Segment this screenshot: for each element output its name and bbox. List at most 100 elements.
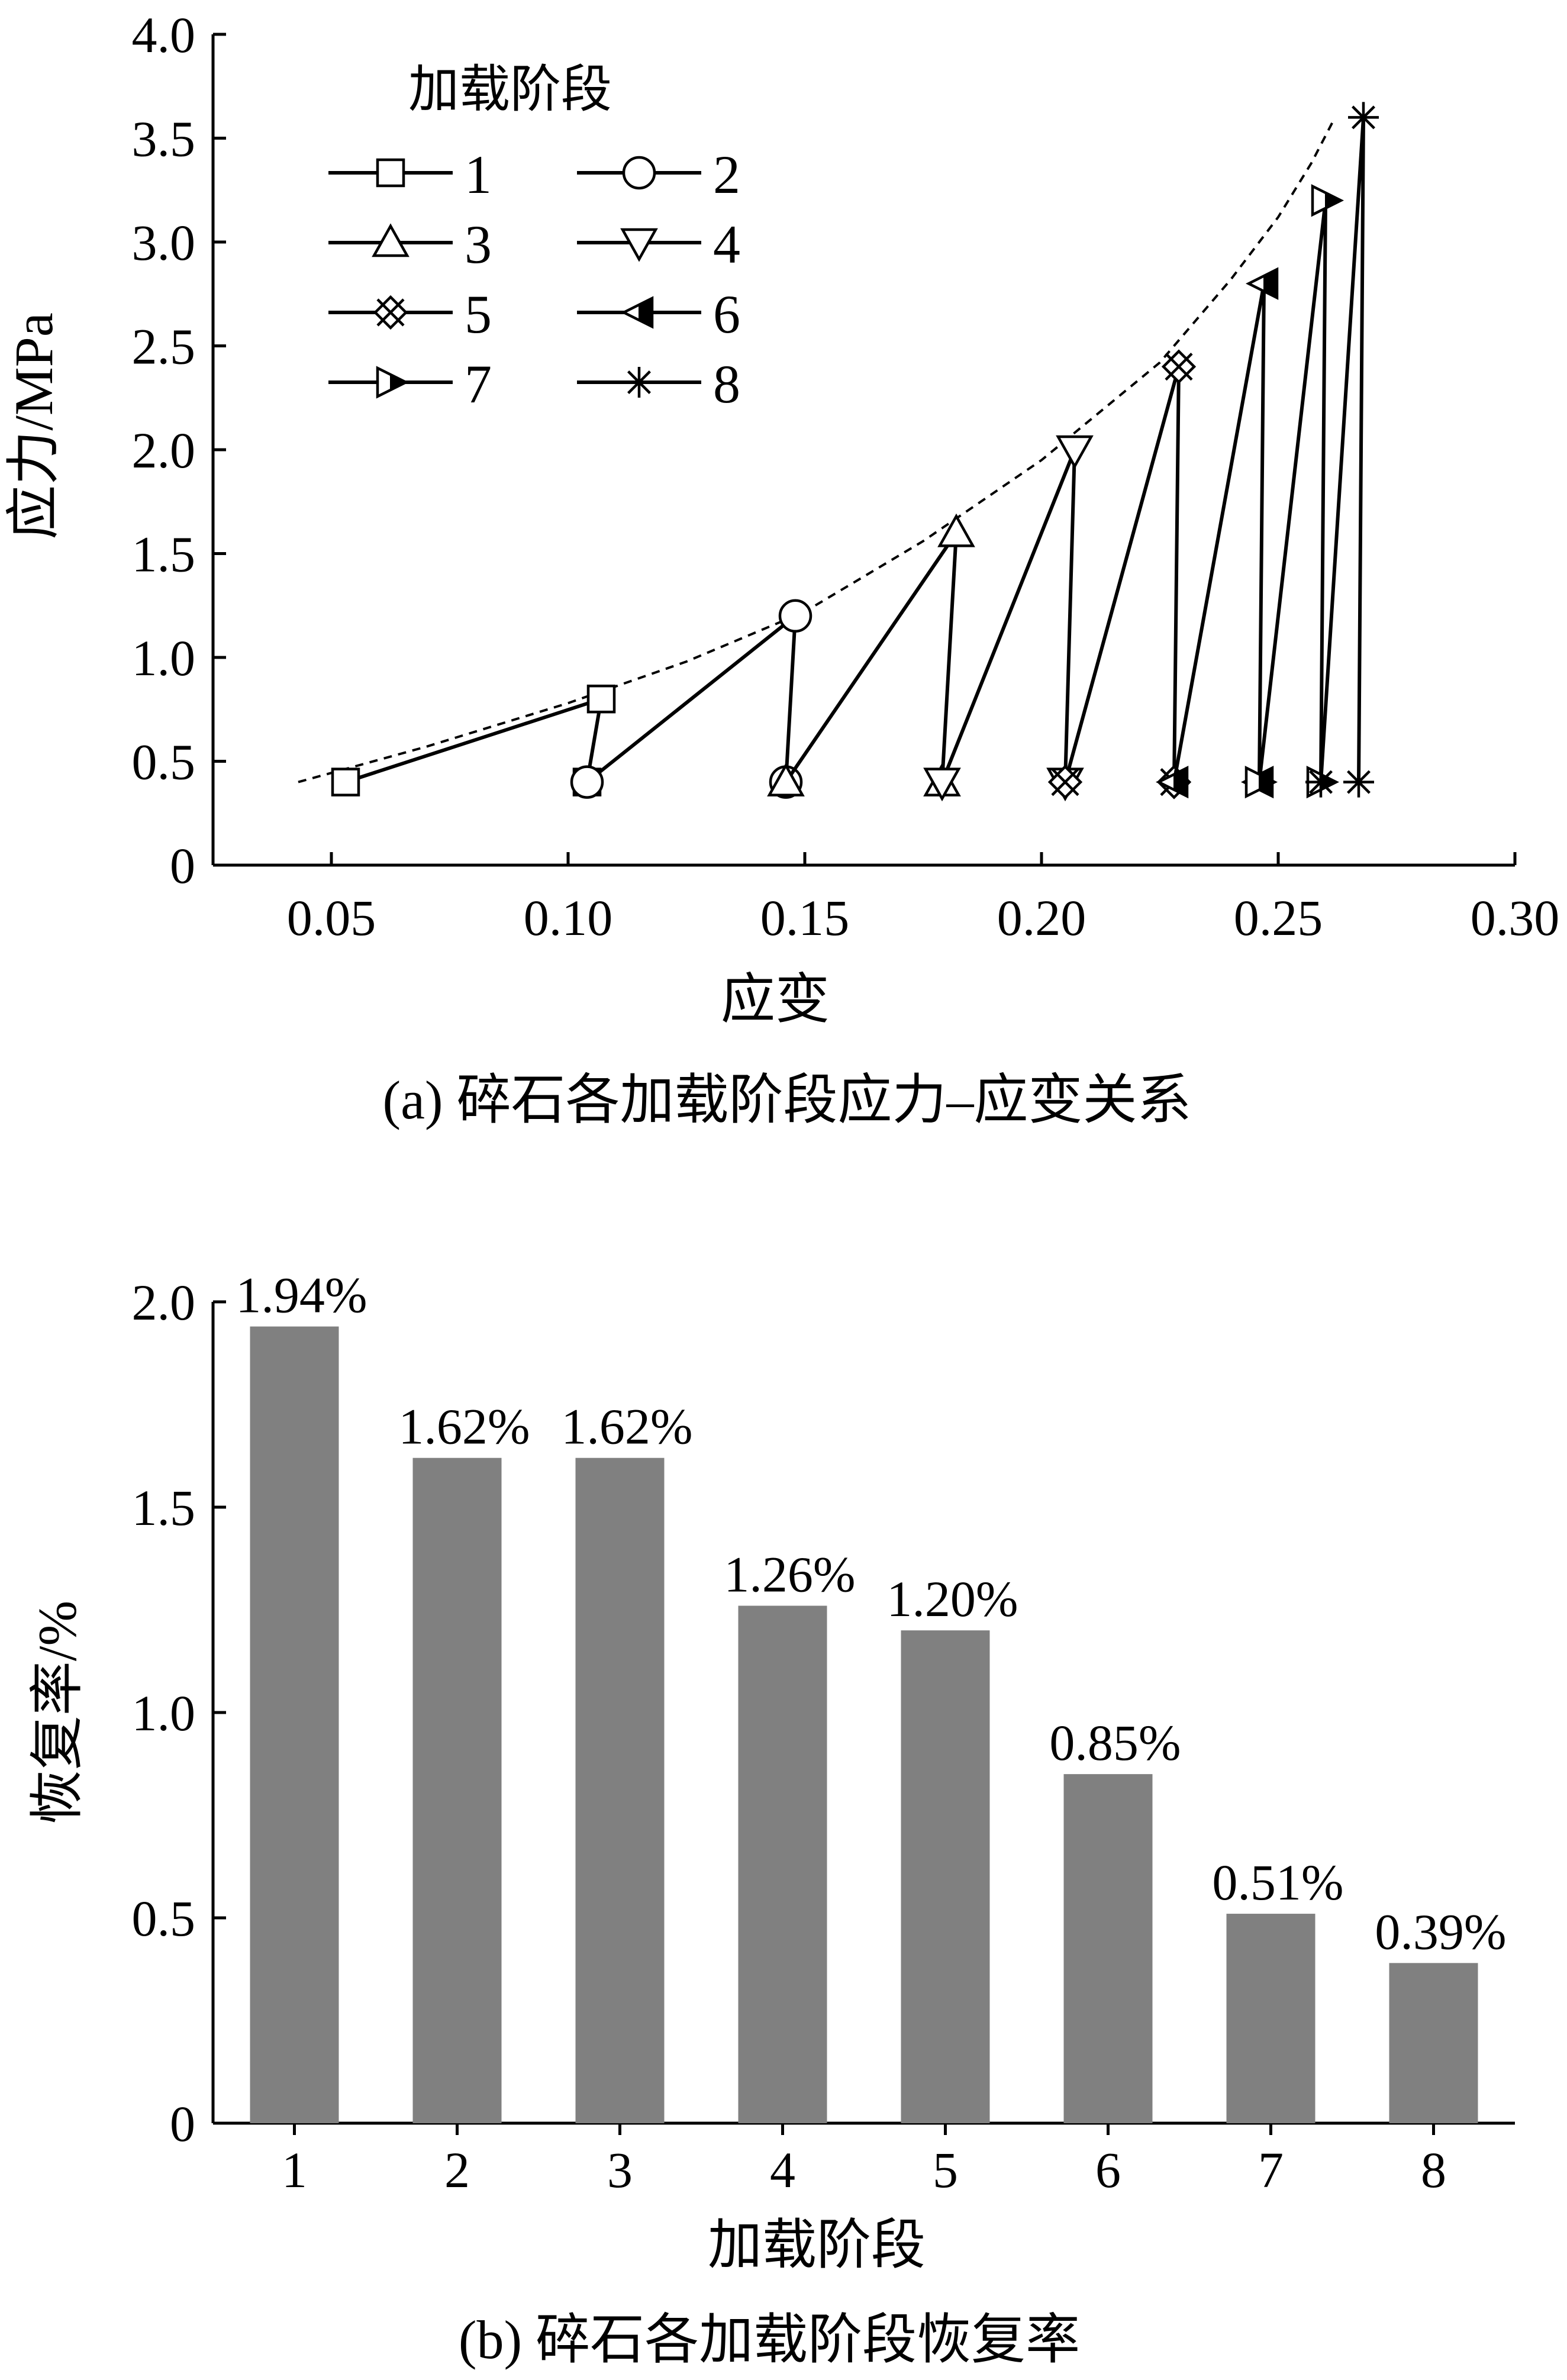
data-label: 1.94% [236, 1267, 367, 1324]
legend-marker [376, 158, 405, 188]
y-tick-label: 3.5 [132, 111, 196, 167]
series-line [1319, 117, 1365, 782]
y-tick-label: 1.5 [132, 526, 196, 583]
x-tick-label: 0.25 [1234, 889, 1323, 946]
legend-item-6: 6 [577, 284, 740, 344]
y-tick-label: 2.0 [132, 422, 196, 479]
panel-a-stress-strain: 0 0.5 1.0 1.5 2.0 2.5 3.0 3.5 4.0 0.05 0.10 0.15 0.2… [4, 7, 1559, 1130]
x-tick-label: 5 [933, 2142, 958, 2198]
data-point [586, 684, 616, 714]
legend-item-5: 5 [328, 284, 492, 344]
y-tick-label: 0 [170, 837, 195, 894]
legend-label: 3 [465, 214, 492, 275]
bar-4 [738, 1605, 827, 2123]
legend: 加载阶段 1 2 3 4 5 6 7 8 [328, 61, 740, 414]
y-tick-label: 0.5 [132, 734, 196, 791]
data-point [1343, 766, 1374, 798]
y-tick-label: 1.0 [132, 1685, 196, 1742]
legend-label: 8 [713, 354, 740, 414]
series-3 [767, 513, 975, 796]
x-tick-label: 1 [282, 2142, 307, 2198]
x-tick-label: 3 [607, 2142, 633, 2198]
legend-marker [624, 367, 654, 398]
legend-item-3: 3 [328, 214, 492, 275]
data-point [1245, 267, 1279, 300]
series-line [1063, 366, 1181, 783]
legend-marker [620, 228, 658, 262]
series-line [586, 612, 798, 783]
bar-2 [412, 1457, 502, 2123]
legend-label: 1 [465, 144, 492, 205]
legend-marker [373, 295, 408, 330]
data-point [570, 765, 604, 799]
y-tick-label: 3.0 [132, 214, 196, 271]
bar-8 [1389, 1963, 1478, 2123]
data-point [1311, 184, 1344, 217]
legend-marker [622, 156, 656, 190]
x-tick-label: 4 [770, 2142, 795, 2198]
data-point [1047, 765, 1083, 799]
legend-marker [620, 296, 654, 329]
data-label: 1.62% [561, 1398, 692, 1455]
legend-marker [376, 366, 410, 399]
x-tick-label: 0.10 [524, 889, 613, 946]
panel-b-recovery-rate: 0 0.5 1.0 1.5 2.0 1 1.94% 2 1.62% 3 1.62% 4 1.26% 5 1.… [27, 1267, 1515, 2370]
x-tick-label: 2 [444, 2142, 470, 2198]
data-label: 1.62% [398, 1398, 530, 1455]
y-tick-label: 0.5 [132, 1890, 196, 1947]
legend-item-1: 1 [328, 144, 492, 205]
data-label: 1.26% [724, 1546, 855, 1603]
y-tick-label: 2.5 [132, 318, 196, 375]
legend-label: 7 [465, 354, 492, 414]
y-tick-label: 2.0 [132, 1274, 196, 1331]
data-label: 0.39% [1375, 1903, 1506, 1960]
legend-label: 6 [713, 284, 740, 344]
data-label: 0.51% [1212, 1854, 1343, 1911]
data-point [1348, 102, 1379, 133]
y-axis-title: 应力/MPa [4, 312, 64, 539]
y-tick-label: 0 [170, 2095, 195, 2152]
legend-item-7: 7 [328, 354, 492, 414]
envelope-curve [298, 117, 1336, 783]
y-axis-title: 恢复率/% [27, 1601, 88, 1824]
data-point [1305, 766, 1336, 798]
legend-label: 4 [713, 214, 740, 275]
x-tick-label: 6 [1095, 2142, 1121, 2198]
data-point [1161, 349, 1197, 384]
data-point [767, 762, 805, 796]
caption-b: (b) 碎石各加载阶段恢复率 [459, 2310, 1080, 2370]
data-point [1244, 765, 1278, 799]
x-tick-label: 7 [1258, 2142, 1284, 2198]
caption-a: (a) 碎石各加载阶段应力–应变关系 [382, 1070, 1191, 1130]
data-label: 1.20% [886, 1570, 1018, 1627]
x-axis-title: 应变 [721, 969, 830, 1030]
x-tick-label: 8 [1421, 2142, 1446, 2198]
bar-7 [1226, 1914, 1315, 2123]
legend-label: 2 [713, 144, 740, 205]
legend-item-4: 4 [577, 214, 740, 275]
x-tick-label: 0.15 [760, 889, 850, 946]
legend-title: 加载阶段 [408, 61, 612, 118]
x-tick-label: 0.05 [287, 889, 376, 946]
bar-1 [250, 1326, 339, 2123]
legend-item-2: 2 [577, 144, 740, 205]
legend-item-8: 8 [577, 354, 740, 414]
y-tick-label: 1.5 [132, 1479, 196, 1536]
data-point [1056, 435, 1094, 469]
x-axis-title: 加载阶段 [708, 2215, 926, 2275]
data-point [778, 599, 812, 633]
y-tick-label: 1.0 [132, 630, 196, 686]
y-tick-label: 4.0 [132, 7, 196, 63]
bar-5 [901, 1630, 990, 2123]
series-line [345, 696, 604, 784]
data-point [331, 767, 360, 796]
bar-3 [575, 1457, 665, 2123]
data-label: 0.85% [1049, 1714, 1181, 1771]
bar-6 [1063, 1774, 1153, 2123]
data-point [923, 767, 961, 802]
data-point [937, 513, 975, 547]
x-tick-label: 0.30 [1471, 889, 1560, 946]
legend-marker [372, 223, 410, 257]
x-tick-label: 0.20 [997, 889, 1086, 946]
